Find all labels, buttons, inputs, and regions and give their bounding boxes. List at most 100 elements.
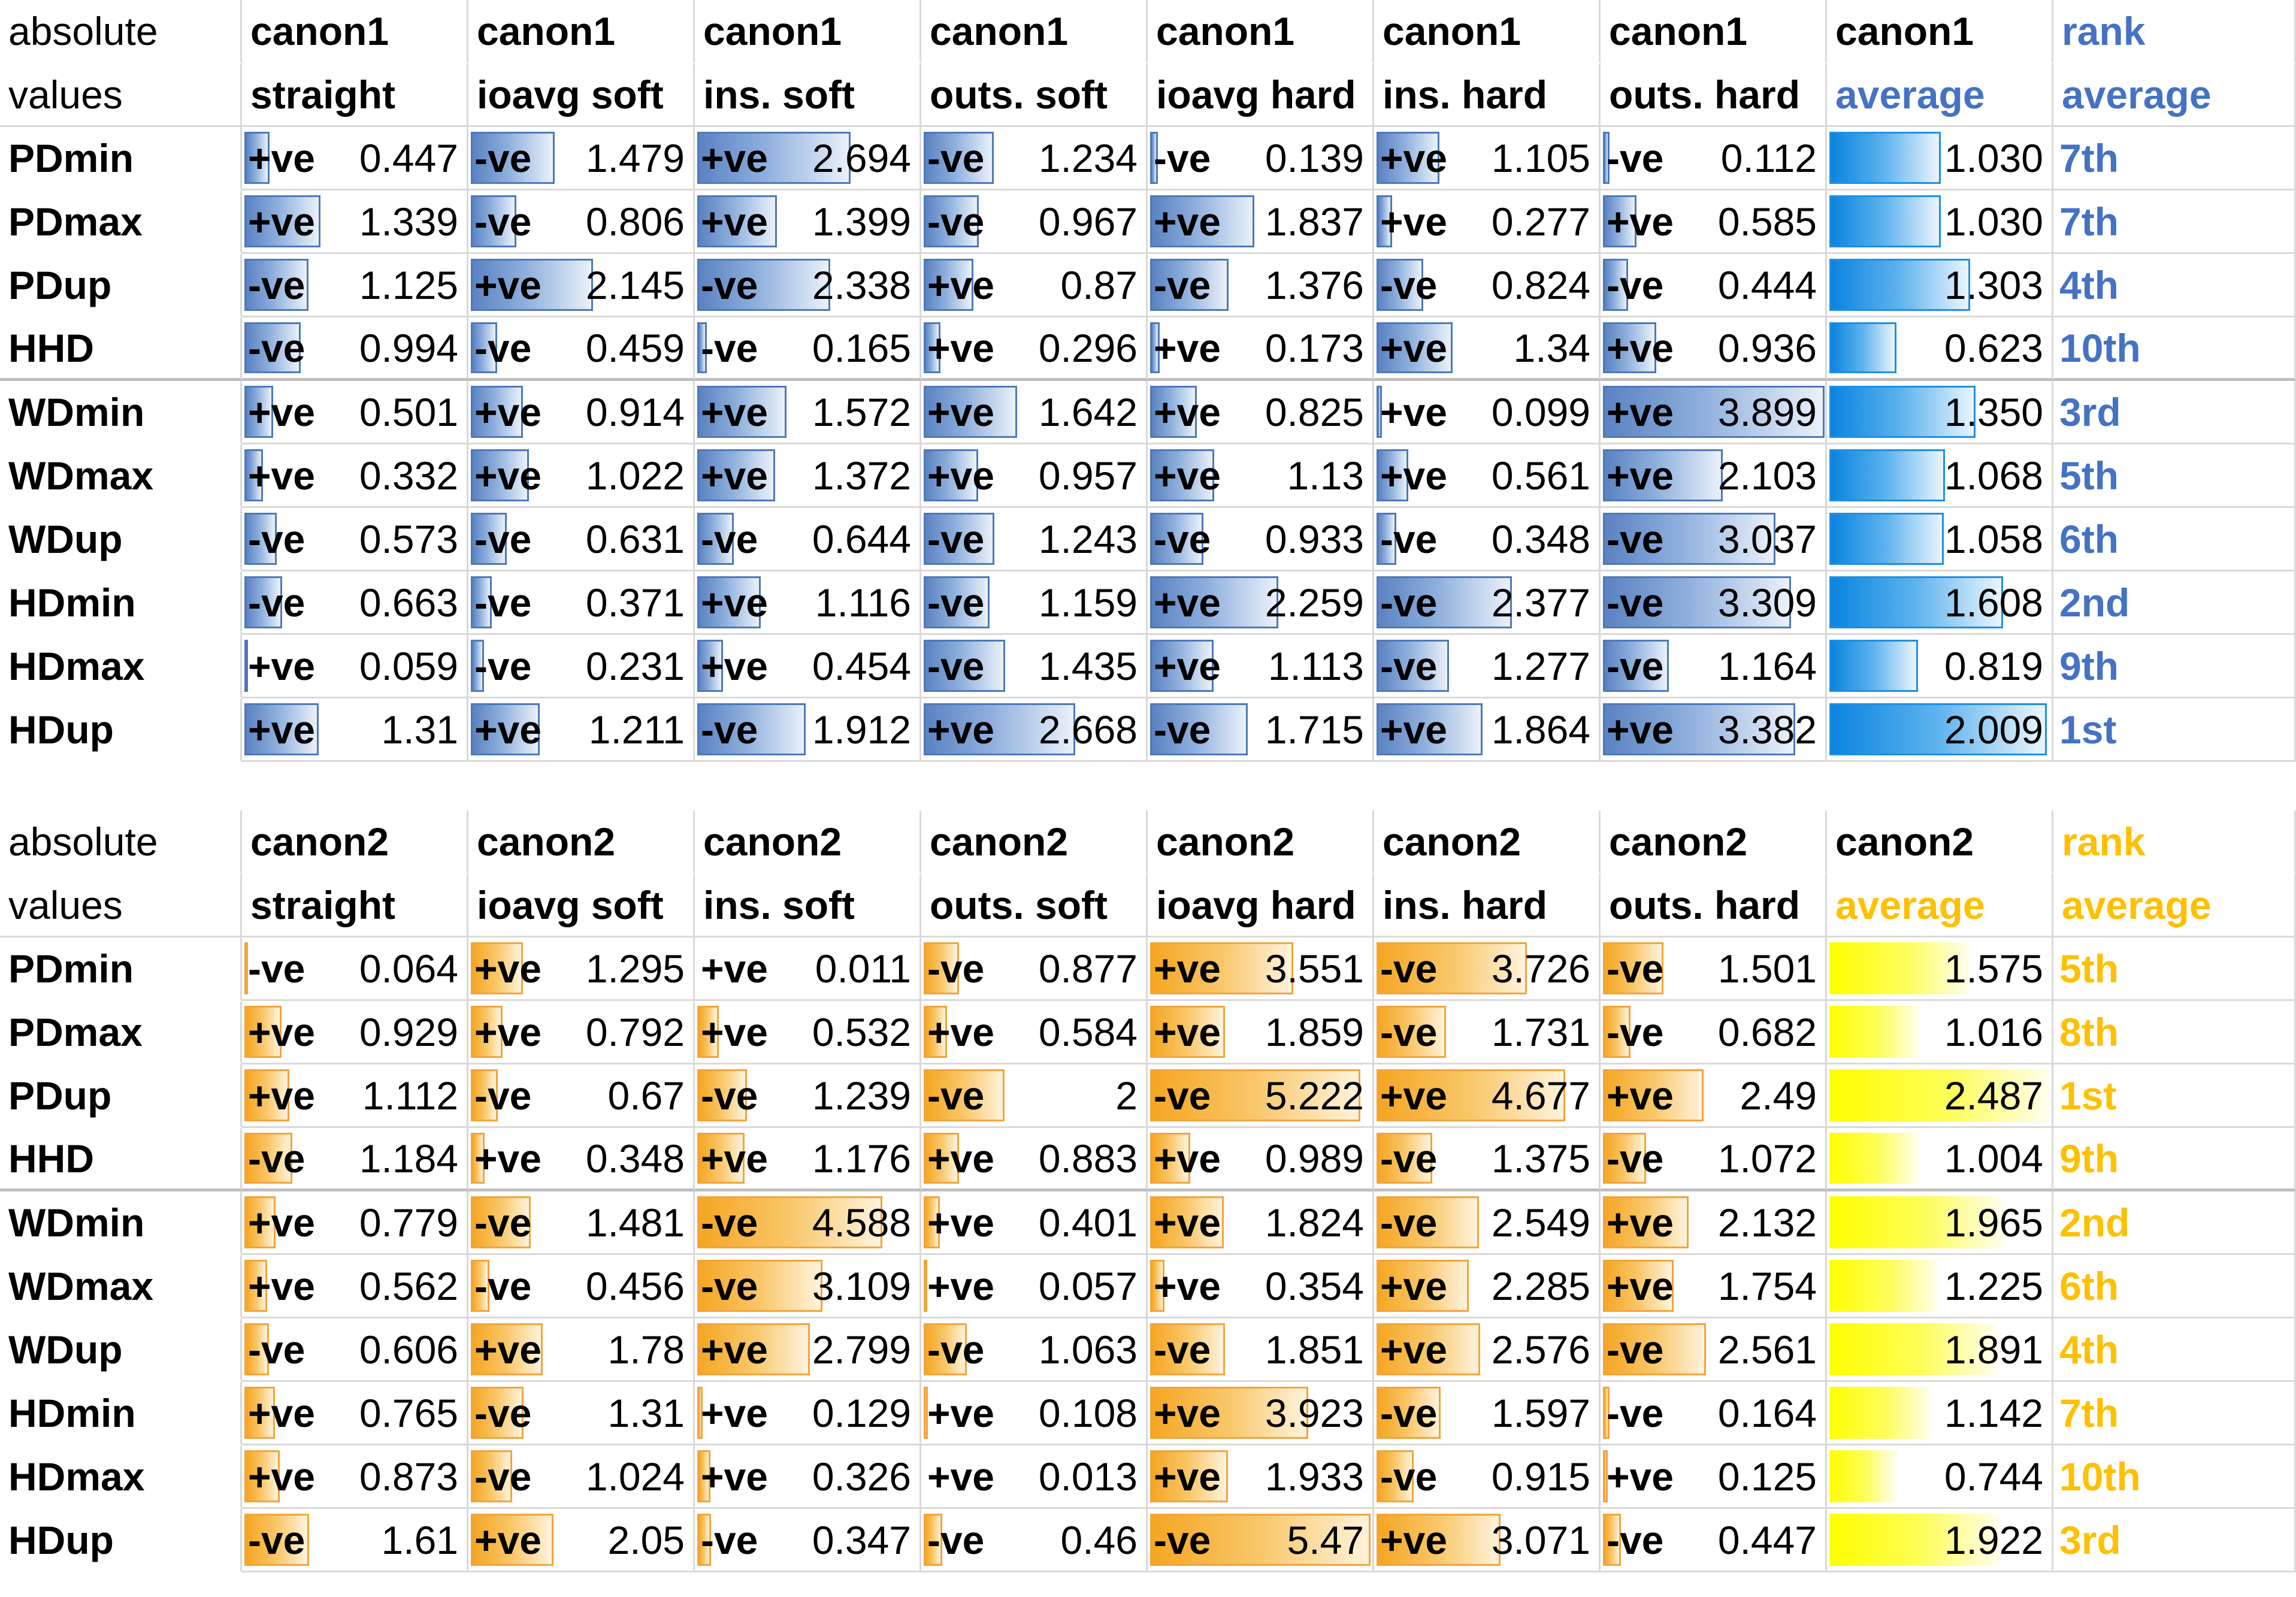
value-cell: +ve 0.277 — [1374, 190, 1601, 254]
value-cell: +ve 0.401 — [921, 1191, 1148, 1255]
sign-label: +ve — [1607, 1454, 1674, 1499]
value-number: 1.481 — [585, 1200, 685, 1245]
value-cell: +ve 0.779 — [242, 1191, 468, 1255]
value-cell: -ve 0.164 — [1601, 1382, 1827, 1445]
value-cell: -ve 2.338 — [695, 254, 921, 317]
sign-label: -ve — [927, 1517, 985, 1562]
header-text: values — [8, 72, 123, 117]
value-cell: -ve 1.125 — [242, 254, 468, 317]
value-number: 0.877 — [1038, 946, 1138, 991]
data-bar — [1150, 703, 1248, 755]
value-cell: -ve 1.159 — [921, 571, 1148, 635]
average-cell: 1.303 — [1827, 254, 2053, 317]
sign-label: -ve — [927, 199, 985, 244]
header-text: canon2 — [1609, 819, 1748, 864]
column-header: canon1 — [695, 0, 921, 63]
data-bar — [1603, 1069, 1704, 1121]
rank-cell: 8th — [2053, 1001, 2296, 1064]
data-bar — [244, 449, 264, 501]
rank-cell: 10th — [2053, 1445, 2296, 1509]
value-number: 3.071 — [1491, 1517, 1590, 1562]
sign-label: -ve — [248, 946, 305, 991]
data-bar — [244, 1196, 276, 1248]
average-value: 1.058 — [1944, 516, 2043, 561]
data-bar — [1150, 1387, 1308, 1439]
average-cell: 0.623 — [1827, 317, 2053, 381]
value-number: 0.46 — [1060, 1517, 1138, 1562]
value-cell: -ve 3.109 — [695, 1255, 921, 1318]
value-number: 1.072 — [1717, 1136, 1817, 1181]
data-bar — [1377, 259, 1424, 311]
value-cell: +ve 2.103 — [1601, 444, 1827, 508]
sign-label: -ve — [474, 580, 532, 625]
row-label: WDup — [0, 1318, 242, 1382]
row-label: PDmax — [0, 1001, 242, 1064]
data-bar — [1603, 386, 1825, 438]
value-number: 1.176 — [812, 1136, 911, 1181]
value-number: 0.631 — [585, 516, 685, 561]
value-number: 0.915 — [1491, 1454, 1590, 1499]
sign-label: +ve — [1154, 1200, 1221, 1245]
header-text: canon2 — [250, 819, 389, 864]
average-value: 1.030 — [1944, 199, 2043, 244]
value-cell: +ve 1.31 — [242, 698, 468, 762]
value-number: 0.348 — [1491, 516, 1590, 561]
data-bar — [1603, 195, 1636, 247]
value-number: 0.447 — [359, 135, 458, 180]
value-cell: -ve 3.309 — [1601, 571, 1827, 635]
average-bar — [1829, 195, 1941, 247]
row-label-text: WDmin — [8, 1200, 145, 1245]
value-number: 1.824 — [1265, 1200, 1364, 1245]
value-number: 0.173 — [1265, 325, 1364, 370]
value-cell: +ve 1.859 — [1148, 1001, 1374, 1064]
value-cell: -ve 1.024 — [468, 1445, 695, 1509]
average-cell: 1.891 — [1827, 1318, 2053, 1382]
sign-label: +ve — [474, 946, 542, 991]
data-bar — [1603, 1323, 1707, 1375]
sign-label: -ve — [1380, 1454, 1438, 1499]
sign-label: +ve — [1154, 453, 1221, 498]
row-label-text: HHD — [8, 325, 94, 370]
value-number: 0.447 — [1717, 1517, 1817, 1562]
sign-label: -ve — [474, 1263, 532, 1308]
rank-value: 2nd — [2059, 580, 2130, 625]
sign-label: +ve — [927, 1009, 994, 1054]
value-cell: +ve 1.13 — [1148, 444, 1374, 508]
data-bar — [244, 1387, 276, 1439]
sign-label: +ve — [474, 1009, 542, 1054]
data-bar — [471, 703, 540, 755]
value-cell: -ve 0.348 — [1374, 508, 1601, 571]
sign-label: -ve — [1607, 135, 1664, 180]
sign-label: -ve — [1380, 516, 1438, 561]
row-label-text: PDmax — [8, 1009, 143, 1054]
sign-label: +ve — [1607, 1200, 1674, 1245]
value-number: 3.309 — [1717, 580, 1817, 625]
sign-label: +ve — [1154, 199, 1221, 244]
row-label-text: WDup — [8, 516, 123, 561]
data-bar — [244, 1514, 310, 1566]
header-text: canon2 — [1383, 819, 1521, 864]
sign-label: -ve — [1607, 1517, 1664, 1562]
column-subheader: ioavg soft — [468, 874, 695, 937]
value-number: 0.444 — [1717, 262, 1817, 307]
value-cell: -ve 0.347 — [695, 1509, 921, 1572]
column-header: canon2 — [1374, 810, 1601, 874]
data-bar — [924, 1196, 940, 1248]
value-number: 1.34 — [1513, 325, 1590, 370]
data-bar — [924, 576, 990, 628]
value-cell: +ve 2.49 — [1601, 1064, 1827, 1128]
sign-label: -ve — [248, 580, 305, 625]
header-text: ioavg hard — [1156, 882, 1356, 927]
average-cell: 1.068 — [1827, 444, 2053, 508]
sign-label: -ve — [1607, 262, 1664, 307]
data-bar — [697, 513, 734, 565]
average-value: 0.623 — [1944, 325, 2043, 370]
value-cell: -ve 1.375 — [1374, 1128, 1601, 1191]
sign-label: +ve — [1607, 1073, 1674, 1118]
value-cell: +ve 2.259 — [1148, 571, 1374, 635]
sign-label: +ve — [701, 389, 768, 434]
average-cell: 2.487 — [1827, 1064, 2053, 1128]
sign-label: +ve — [248, 389, 315, 434]
rank-cell: 6th — [2053, 1255, 2296, 1318]
average-value: 1.350 — [1944, 389, 2043, 434]
